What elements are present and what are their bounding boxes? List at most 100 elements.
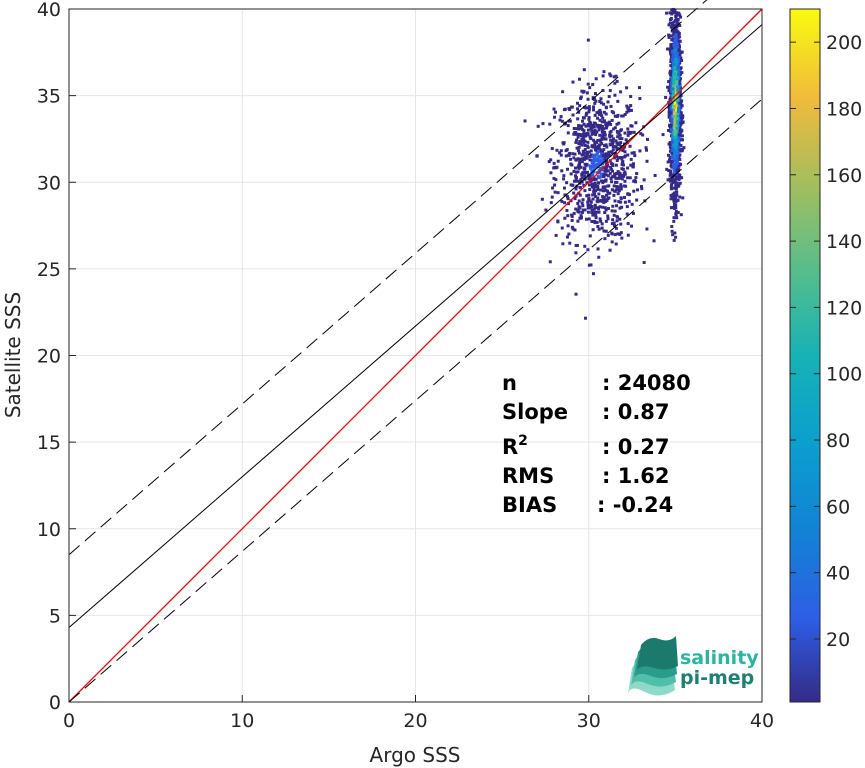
y-tick-label: 20 bbox=[37, 346, 61, 368]
density-cell bbox=[639, 132, 643, 136]
density-cell bbox=[645, 148, 649, 152]
density-cell bbox=[671, 233, 675, 237]
density-cell bbox=[625, 86, 629, 90]
density-cell bbox=[583, 147, 587, 151]
density-cell bbox=[591, 155, 595, 159]
density-cell bbox=[552, 161, 556, 165]
density-cell bbox=[600, 134, 604, 138]
density-cell bbox=[601, 205, 605, 209]
density-cell bbox=[618, 185, 622, 189]
density-cell bbox=[667, 89, 671, 93]
density-cell bbox=[599, 198, 603, 202]
density-cell bbox=[585, 181, 589, 185]
density-cell bbox=[605, 125, 609, 129]
density-cell bbox=[677, 74, 681, 78]
density-cell bbox=[669, 171, 673, 175]
x-tick-label: 30 bbox=[577, 710, 601, 732]
density-cell bbox=[593, 158, 597, 162]
density-cell bbox=[671, 55, 675, 59]
density-cell bbox=[670, 118, 674, 122]
density-cell bbox=[582, 141, 586, 145]
density-cell bbox=[676, 92, 680, 96]
density-cell bbox=[652, 239, 656, 243]
density-cell bbox=[574, 140, 578, 144]
density-cell bbox=[590, 182, 594, 186]
density-cell bbox=[577, 191, 581, 195]
density-cell bbox=[586, 173, 590, 177]
density-cell bbox=[674, 16, 678, 20]
density-cell bbox=[581, 119, 585, 123]
density-cell bbox=[675, 117, 679, 121]
density-cell bbox=[603, 166, 607, 170]
density-cell bbox=[583, 139, 587, 143]
density-cell bbox=[591, 162, 595, 166]
density-cell bbox=[590, 205, 594, 209]
density-cell bbox=[674, 143, 678, 147]
density-cell bbox=[677, 145, 681, 149]
density-cell bbox=[578, 142, 582, 146]
density-cell bbox=[594, 99, 598, 103]
density-cell bbox=[550, 195, 554, 199]
density-cell bbox=[675, 25, 679, 29]
density-cell bbox=[594, 195, 598, 199]
density-cell bbox=[679, 122, 683, 126]
density-cell bbox=[583, 143, 587, 147]
density-cell bbox=[565, 235, 569, 239]
density-cell bbox=[626, 133, 630, 137]
colorbar-tick-label: 200 bbox=[826, 32, 862, 54]
density-cell bbox=[600, 152, 604, 156]
density-cell bbox=[623, 131, 627, 135]
y-tick-label: 25 bbox=[37, 259, 61, 281]
density-cell bbox=[556, 191, 560, 195]
density-cell bbox=[588, 203, 592, 207]
density-cell bbox=[565, 148, 569, 152]
density-cell bbox=[591, 193, 595, 197]
density-cell bbox=[606, 184, 610, 188]
density-cell bbox=[598, 100, 602, 104]
density-cell bbox=[674, 235, 678, 239]
density-cell bbox=[606, 169, 610, 173]
density-cell bbox=[669, 34, 673, 38]
density-cell bbox=[604, 179, 608, 183]
density-cell bbox=[553, 183, 557, 187]
density-cell bbox=[600, 142, 604, 146]
density-cell bbox=[608, 248, 612, 252]
density-cell bbox=[667, 86, 671, 90]
density-cell bbox=[596, 225, 600, 229]
density-cell bbox=[602, 179, 606, 183]
density-cell bbox=[586, 38, 590, 42]
density-cell bbox=[580, 176, 584, 180]
stat-rms-value: : 1.62 bbox=[602, 464, 670, 488]
density-cell bbox=[673, 27, 677, 31]
density-cell bbox=[602, 229, 606, 233]
density-cell bbox=[597, 227, 601, 231]
density-cell bbox=[629, 163, 633, 167]
density-cell bbox=[614, 242, 618, 246]
density-cell bbox=[613, 151, 617, 155]
density-cell bbox=[580, 137, 584, 141]
density-cell bbox=[674, 40, 678, 44]
density-cell bbox=[595, 163, 599, 167]
density-cell bbox=[596, 116, 600, 120]
density-cell bbox=[569, 157, 573, 161]
density-cell bbox=[617, 121, 621, 125]
density-cell bbox=[584, 124, 588, 128]
density-cell bbox=[571, 183, 575, 187]
density-cell bbox=[677, 84, 681, 88]
density-cell bbox=[589, 200, 593, 204]
density-cell bbox=[590, 125, 594, 129]
density-cell bbox=[616, 99, 620, 103]
density-cell bbox=[609, 104, 613, 108]
density-cell bbox=[670, 229, 674, 233]
density-cell bbox=[674, 31, 678, 35]
density-cell bbox=[611, 162, 615, 166]
density-cell bbox=[565, 181, 569, 185]
density-cell bbox=[594, 165, 598, 169]
density-cell bbox=[678, 126, 682, 130]
density-cell bbox=[669, 187, 673, 191]
density-cell bbox=[600, 179, 604, 183]
density-cell bbox=[670, 87, 674, 91]
density-cell bbox=[620, 162, 624, 166]
colorbar-tick-label: 100 bbox=[826, 364, 862, 386]
density-cell bbox=[667, 113, 671, 117]
